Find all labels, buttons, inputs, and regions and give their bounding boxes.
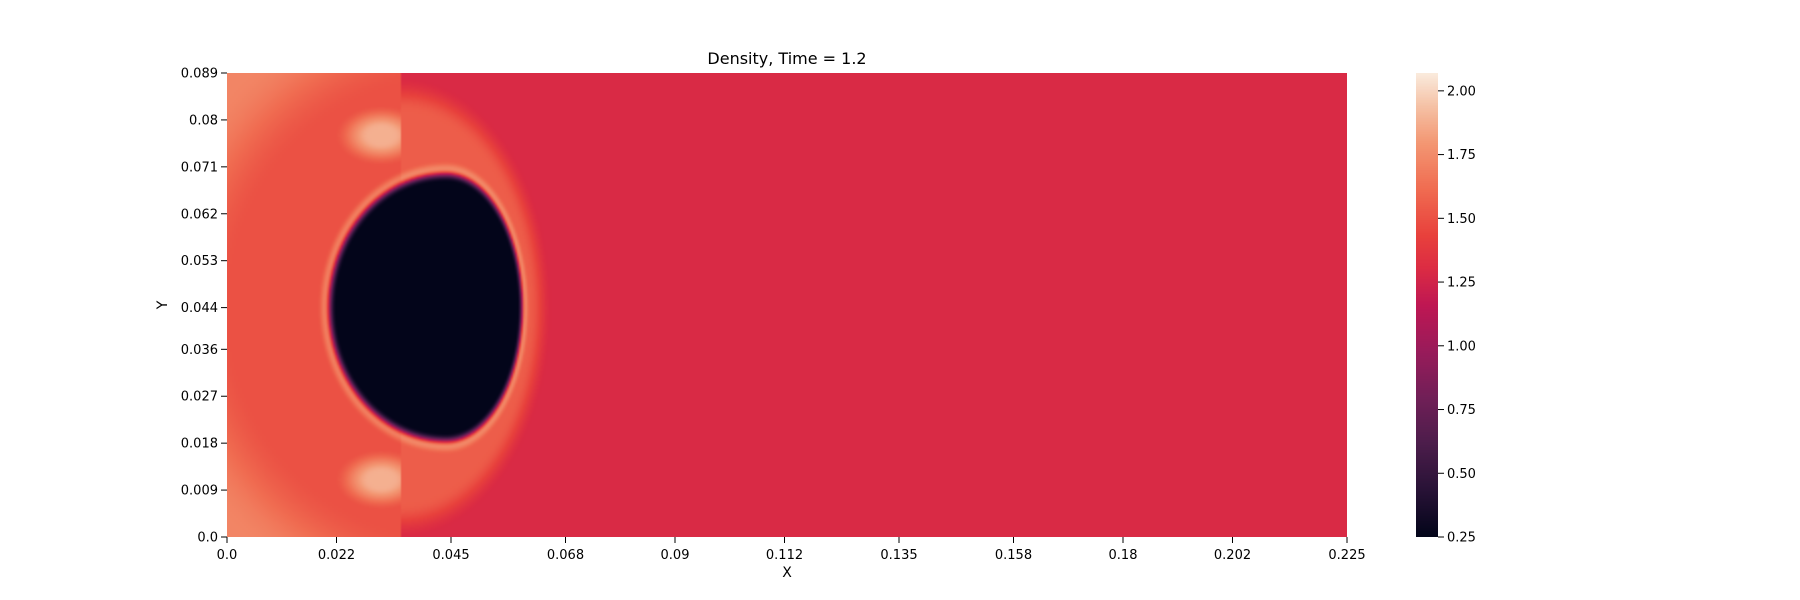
colorbar-gradient	[1416, 73, 1438, 537]
y-tick-label: 0.036	[181, 343, 218, 358]
x-axis-label: X	[782, 565, 792, 581]
x-tick-label: 0.158	[995, 548, 1032, 563]
y-tick-label: 0.08	[189, 113, 218, 128]
y-axis: 0.0 0.009 0.018 0.027 0.036 0.044 0.053 0.062 0.…	[181, 67, 227, 546]
y-axis-label: Y	[155, 300, 171, 310]
x-axis: 0.0 0.022 0.045 0.068 0.09 0.112 0.135 0.158 0.1…	[217, 537, 1366, 563]
chart-title: Density, Time = 1.2	[707, 49, 866, 68]
x-tick-label: 0.0	[217, 548, 238, 563]
colorbar-tick-label: 0.50	[1447, 467, 1476, 482]
colorbar-tick-label: 1.25	[1447, 276, 1476, 291]
colorbar-tick-label: 2.00	[1447, 84, 1476, 99]
x-tick-label: 0.022	[318, 548, 355, 563]
x-tick-label: 0.202	[1214, 548, 1251, 563]
colorbar-tick-label: 1.00	[1447, 339, 1476, 354]
colorbar: 0.25 0.50 0.75 1.00 1.25 1.50 1.75 2.00	[1416, 73, 1476, 546]
y-tick-label: 0.027	[181, 390, 218, 405]
x-tick-label: 0.045	[432, 548, 469, 563]
x-tick-label: 0.09	[661, 548, 690, 563]
y-tick-label: 0.0	[197, 531, 218, 546]
colorbar-tick-label: 0.75	[1447, 403, 1476, 418]
heatmap-plot	[227, 73, 1347, 537]
colorbar-tick-label: 1.50	[1447, 212, 1476, 227]
x-tick-label: 0.068	[547, 548, 584, 563]
y-tick-label: 0.089	[181, 67, 218, 82]
y-tick-label: 0.053	[181, 254, 218, 269]
y-tick-label: 0.009	[181, 484, 218, 499]
y-tick-label: 0.044	[181, 301, 218, 316]
density-heatmap	[227, 73, 1347, 537]
colorbar-axis: 0.25 0.50 0.75 1.00 1.25 1.50 1.75 2.00	[1438, 84, 1476, 546]
x-tick-label: 0.18	[1109, 548, 1138, 563]
y-tick-label: 0.071	[181, 160, 218, 175]
colorbar-tick-label: 0.25	[1447, 531, 1476, 546]
y-tick-label: 0.062	[181, 207, 218, 222]
x-tick-label: 0.112	[766, 548, 803, 563]
colorbar-tick-label: 1.75	[1447, 148, 1476, 163]
y-tick-label: 0.018	[181, 437, 218, 452]
x-tick-label: 0.135	[880, 548, 917, 563]
x-tick-label: 0.225	[1328, 548, 1365, 563]
